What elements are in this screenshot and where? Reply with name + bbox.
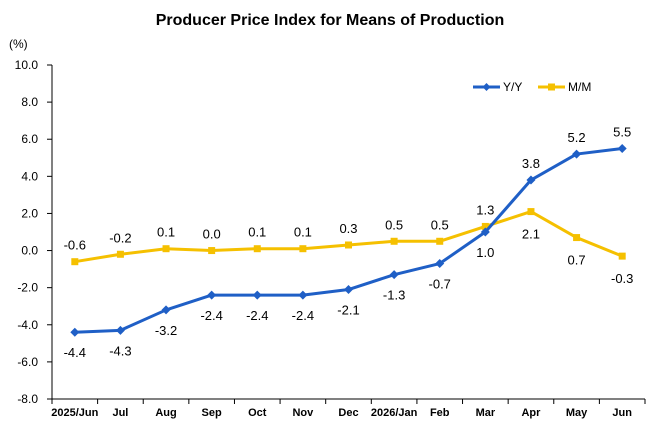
mm-data-label: 0.1 <box>248 225 266 240</box>
legend-yy-label: Y/Y <box>503 80 522 94</box>
y-tick-label: 10.0 <box>15 58 39 72</box>
yy-data-label: -2.4 <box>292 308 314 323</box>
y-tick-label: 4.0 <box>21 169 38 183</box>
y-tick-label: -4.0 <box>17 318 38 332</box>
legend-mm-label: M/M <box>568 80 591 94</box>
yy-point <box>252 290 262 300</box>
x-tick-label: Aug <box>155 407 176 419</box>
mm-data-label: -0.6 <box>64 238 86 253</box>
mm-point <box>71 258 79 266</box>
yy-data-label: -3.2 <box>155 323 177 338</box>
mm-point <box>436 237 444 245</box>
yy-point <box>435 259 445 269</box>
yy-data-label: 5.5 <box>613 125 631 140</box>
mm-point <box>253 245 261 253</box>
legend-mm-marker <box>548 83 555 91</box>
series-group <box>70 144 627 337</box>
yy-point <box>389 270 399 280</box>
mm-data-label: 0.7 <box>568 253 586 268</box>
yy-point <box>207 290 217 300</box>
x-tick-label: 2026/Jan <box>371 407 418 419</box>
yy-data-label: -4.4 <box>64 345 86 360</box>
yy-point <box>298 290 308 300</box>
legend: Y/Y M/M <box>473 80 591 94</box>
yy-point <box>161 305 171 315</box>
x-tick-label: Jun <box>612 407 632 419</box>
yy-data-label: -0.7 <box>429 277 451 292</box>
yy-point <box>617 144 627 153</box>
chart-title: Producer Price Index for Means of Produc… <box>155 12 505 29</box>
y-tick-label: 2.0 <box>21 206 38 220</box>
mm-point <box>481 222 489 230</box>
x-tick-labels: 2025/Jun Jul Aug Sep Oct Nov Dec 2026/Jan Feb Mar… <box>51 407 632 419</box>
x-tick-label: Jul <box>112 407 128 419</box>
y-tick-label: -8.0 <box>17 392 38 406</box>
yy-point <box>115 325 125 335</box>
x-tick-label: Mar <box>476 407 496 419</box>
mm-data-label: 0.5 <box>431 217 449 232</box>
yy-data-label: -2.4 <box>246 308 268 323</box>
x-tick-label: Feb <box>430 407 450 419</box>
mm-data-label: -0.3 <box>611 271 633 286</box>
y-tick-label: 0.0 <box>21 244 38 258</box>
legend-yy-marker <box>482 83 491 91</box>
y-tick-labels: 10.0 8.0 6.0 4.0 2.0 0.0 -2.0 -4.0 -6.0 -8.0 <box>15 58 39 406</box>
y-tick-label: -6.0 <box>17 355 38 369</box>
yy-point <box>572 149 582 159</box>
mm-data-label: -0.2 <box>109 230 131 245</box>
x-tick-label: 2025/Jun <box>51 407 98 419</box>
x-tick-label: Nov <box>292 407 314 419</box>
yy-data-label: -4.3 <box>109 343 131 358</box>
yy-data-label: -1.3 <box>383 288 405 303</box>
yy-data-label: 3.8 <box>522 156 540 171</box>
mm-point <box>390 237 398 245</box>
yy-point <box>344 285 353 295</box>
mm-point <box>618 252 626 260</box>
mm-point <box>527 208 535 216</box>
mm-data-label: 0.5 <box>385 217 403 232</box>
mm-data-label: 1.3 <box>476 202 494 217</box>
yy-data-label: -2.1 <box>337 303 359 318</box>
mm-point <box>573 234 581 242</box>
yy-data-label: 1.0 <box>476 245 494 260</box>
mm-data-label: 0.3 <box>339 221 357 236</box>
data-labels: -4.4 -4.3 -3.2 -2.4 -2.4 -2.4 -2.1 -1.3 -0.7 1.0 3… <box>64 125 634 361</box>
y-tick-label: 6.0 <box>21 132 38 146</box>
yy-point <box>480 227 490 237</box>
yy-point <box>70 327 80 337</box>
mm-point <box>116 250 124 258</box>
y-tick-label: -2.0 <box>17 281 38 295</box>
axes <box>47 64 646 404</box>
mm-point <box>208 247 216 255</box>
mm-data-label: 0.1 <box>294 225 312 240</box>
mm-data-label: 0.0 <box>203 227 221 242</box>
x-tick-label: Sep <box>202 407 222 419</box>
mm-point <box>162 245 170 253</box>
yy-data-label: 5.2 <box>568 130 586 145</box>
mm-data-label: 0.1 <box>157 225 175 240</box>
x-tick-label: May <box>566 407 588 419</box>
mm-point <box>345 241 352 249</box>
x-tick-label: Dec <box>338 407 358 419</box>
mm-data-label: 2.1 <box>522 227 540 242</box>
y-axis-unit-label: (%) <box>9 37 28 51</box>
mm-point <box>299 245 307 253</box>
yy-point <box>526 175 536 185</box>
x-tick-label: Oct <box>248 407 267 419</box>
x-tick-label: Apr <box>521 407 541 419</box>
y-tick-label: 8.0 <box>21 95 38 109</box>
yy-data-label: -2.4 <box>200 308 222 323</box>
